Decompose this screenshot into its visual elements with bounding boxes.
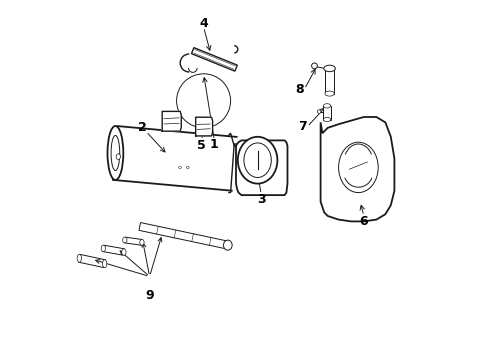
Polygon shape — [78, 255, 105, 267]
Text: 1: 1 — [210, 138, 219, 150]
Text: 8: 8 — [295, 83, 304, 96]
Ellipse shape — [102, 260, 107, 267]
Polygon shape — [103, 245, 124, 255]
Ellipse shape — [140, 239, 144, 245]
Bar — [323, 106, 331, 120]
Polygon shape — [162, 111, 181, 131]
Text: 7: 7 — [298, 120, 307, 133]
Polygon shape — [320, 117, 394, 221]
Ellipse shape — [176, 74, 231, 128]
Ellipse shape — [318, 110, 321, 113]
Ellipse shape — [223, 240, 232, 250]
Ellipse shape — [111, 135, 120, 171]
Text: 2: 2 — [138, 121, 147, 134]
Text: 6: 6 — [360, 215, 368, 228]
Polygon shape — [113, 126, 237, 191]
Ellipse shape — [101, 245, 105, 252]
Ellipse shape — [339, 142, 378, 193]
Ellipse shape — [183, 80, 224, 121]
Ellipse shape — [325, 91, 334, 96]
Ellipse shape — [323, 104, 331, 108]
Polygon shape — [139, 222, 229, 249]
Text: 3: 3 — [257, 193, 266, 206]
Text: 9: 9 — [146, 289, 154, 302]
Polygon shape — [192, 48, 237, 71]
Ellipse shape — [324, 65, 335, 72]
Polygon shape — [236, 140, 288, 195]
Ellipse shape — [312, 63, 318, 69]
Bar — [325, 68, 334, 94]
Ellipse shape — [122, 249, 126, 255]
Ellipse shape — [323, 117, 331, 122]
Ellipse shape — [107, 126, 123, 180]
Text: 5: 5 — [197, 139, 206, 152]
Ellipse shape — [188, 85, 220, 117]
Ellipse shape — [116, 154, 121, 159]
Ellipse shape — [77, 255, 81, 262]
Ellipse shape — [179, 76, 228, 125]
Text: o  o: o o — [178, 165, 190, 170]
Ellipse shape — [122, 237, 127, 243]
Text: 4: 4 — [199, 17, 208, 30]
Ellipse shape — [244, 143, 271, 177]
Polygon shape — [124, 237, 143, 245]
Ellipse shape — [238, 137, 277, 184]
Polygon shape — [196, 117, 213, 136]
